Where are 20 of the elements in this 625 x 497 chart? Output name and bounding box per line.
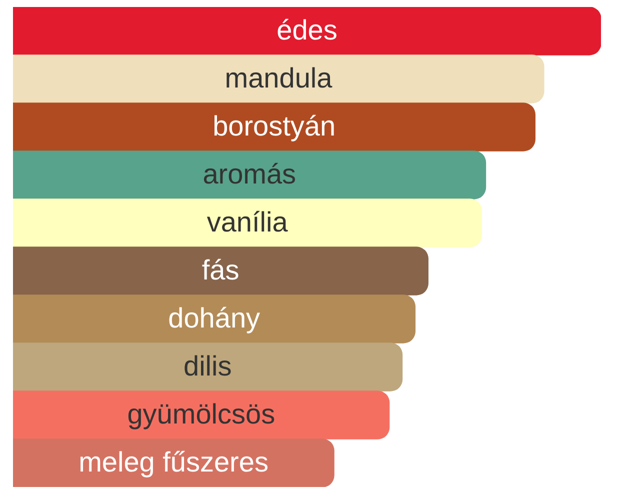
y-tick-label: vanília: [206, 206, 288, 238]
y-tick-label: dilis: [184, 350, 232, 382]
bar: [13, 390, 390, 440]
bar: [13, 246, 428, 296]
y-tick-label: gyümölcsös: [127, 398, 276, 430]
y-tick-label: édes: [276, 14, 338, 46]
bar: [13, 7, 601, 56]
bar: [13, 198, 482, 248]
y-tick-label: meleg fűszeres: [78, 446, 268, 478]
bar: [13, 438, 334, 487]
y-tick-label: borostyán: [212, 110, 336, 142]
y-tick-label: mandula: [224, 62, 333, 94]
bar: [13, 342, 403, 392]
y-tick-label: dohány: [168, 302, 260, 334]
bar: [13, 294, 416, 344]
bar: [13, 150, 486, 200]
bar: [13, 102, 536, 152]
bar: [13, 54, 544, 104]
y-tick-label: aromás: [202, 158, 296, 190]
y-tick-label: fás: [202, 254, 240, 286]
